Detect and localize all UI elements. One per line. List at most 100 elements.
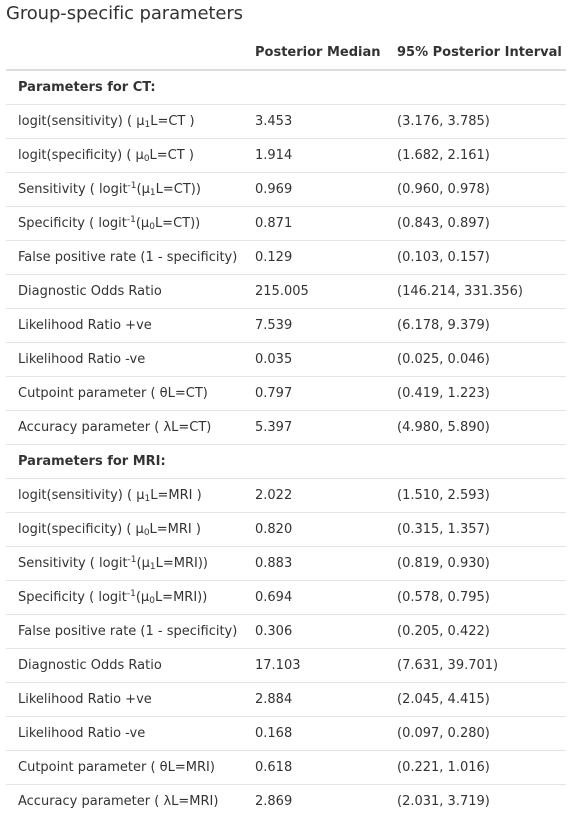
label-part: Accuracy parameter ( λL=MRI)	[18, 794, 219, 809]
posterior-median: 17.103	[255, 648, 397, 683]
parameter-label: Sensitivity ( logit-1(μ1L=CT))	[6, 172, 255, 207]
posterior-interval: (0.419, 1.223)	[397, 376, 566, 411]
empty-cell	[397, 69, 566, 105]
posterior-median: 0.618	[255, 750, 397, 785]
label-part: 0	[149, 222, 155, 232]
parameter-label: Accuracy parameter ( λL=CT)	[6, 410, 255, 445]
label-part: 1	[144, 493, 151, 504]
label-part: 1	[144, 119, 151, 130]
table-row: Likelihood Ratio +ve 7.539 (6.178, 9.379)	[6, 308, 566, 343]
posterior-interval: (2.045, 4.415)	[397, 682, 566, 717]
label-part: Sensitivity ( logit	[18, 182, 128, 197]
posterior-interval: (6.178, 9.379)	[397, 308, 566, 343]
label-part: Likelihood Ratio -ve	[18, 352, 146, 367]
label-part: Diagnostic Odds Ratio	[18, 284, 162, 299]
label-part: False positive rate (1 - specificity)	[18, 250, 238, 265]
label-part: logit(sensitivity) ( μ	[18, 487, 145, 503]
table-row: Specificity ( logit-1(μ0L=CT)) 0.871 (0.84…	[6, 206, 566, 241]
parameter-label: Accuracy parameter ( λL=MRI)	[6, 784, 255, 818]
group-header: Parameters for CT:	[6, 69, 255, 105]
table-row: Specificity ( logit-1(μ0L=MRI)) 0.694 (0.5…	[6, 580, 566, 615]
posterior-median: 0.306	[255, 614, 397, 649]
parameter-label: Cutpoint parameter ( θL=CT)	[6, 376, 255, 411]
label-part: 1	[149, 188, 156, 198]
posterior-median: 0.969	[255, 172, 397, 207]
label-part: L=CT )	[150, 113, 195, 129]
parameter-label: Specificity ( logit-1(μ0L=CT))	[6, 206, 255, 241]
posterior-interval: (0.103, 0.157)	[397, 240, 566, 275]
table-row: Cutpoint parameter ( θL=MRI) 0.618 (0.221,…	[6, 750, 566, 785]
table-row: logit(sensitivity) ( μ1L=CT ) 3.453 (3.176…	[6, 104, 566, 139]
label-part: L=MRI))	[154, 590, 208, 605]
empty-cell	[255, 444, 397, 479]
label-part: logit(sensitivity) ( μ	[18, 113, 145, 129]
parameter-label: Likelihood Ratio -ve	[6, 342, 255, 377]
parameter-label: Sensitivity ( logit-1(μ1L=MRI))	[6, 546, 255, 581]
label-part: 1	[149, 562, 156, 572]
table-row: logit(specificity) ( μ0L=CT ) 1.914 (1.682…	[6, 138, 566, 173]
label-part: logit(specificity) ( μ	[18, 147, 144, 163]
posterior-median: 2.869	[255, 784, 397, 818]
label-part: L=MRI )	[150, 487, 202, 503]
label-part: Likelihood Ratio +ve	[18, 318, 152, 333]
posterior-interval: (0.097, 0.280)	[397, 716, 566, 751]
label-part: L=CT )	[149, 147, 194, 163]
label-part: Specificity ( logit	[18, 216, 127, 231]
posterior-interval: (0.819, 0.930)	[397, 546, 566, 581]
posterior-interval: (1.682, 2.161)	[397, 138, 566, 173]
page-title: Group-specific parameters	[6, 3, 243, 24]
label-part: -1	[127, 555, 137, 565]
posterior-interval: (0.960, 0.978)	[397, 172, 566, 207]
parameter-label: Specificity ( logit-1(μ0L=MRI))	[6, 580, 255, 615]
table-row: logit(specificity) ( μ0L=MRI ) 0.820 (0.31…	[6, 512, 566, 547]
empty-cell	[397, 444, 566, 479]
table-row: Likelihood Ratio -ve 0.035 (0.025, 0.046)	[6, 342, 566, 377]
label-part: L=CT))	[155, 182, 201, 197]
label-part: (μ	[136, 556, 150, 571]
column-header-median: Posterior Median	[255, 36, 397, 71]
posterior-median: 0.883	[255, 546, 397, 581]
parameter-label: False positive rate (1 - specificity)	[6, 240, 255, 275]
parameter-label: Diagnostic Odds Ratio	[6, 274, 255, 309]
posterior-median: 0.694	[255, 580, 397, 615]
parameter-label: Likelihood Ratio +ve	[6, 682, 255, 717]
parameter-label: False positive rate (1 - specificity)	[6, 614, 255, 649]
parameter-label: Cutpoint parameter ( θL=MRI)	[6, 750, 255, 785]
posterior-median: 0.797	[255, 376, 397, 411]
posterior-median: 5.397	[255, 410, 397, 445]
label-part: -1	[127, 181, 137, 191]
posterior-median: 0.820	[255, 512, 397, 547]
label-part: Cutpoint parameter ( θL=MRI)	[18, 760, 215, 775]
posterior-median: 0.035	[255, 342, 397, 377]
label-part: -1	[126, 215, 136, 225]
table-row: Likelihood Ratio +ve 2.884 (2.045, 4.415)	[6, 682, 566, 717]
parameter-label: logit(sensitivity) ( μ1L=MRI )	[6, 478, 255, 513]
group-header-row: Parameters for CT:	[6, 69, 566, 105]
table-row: Accuracy parameter ( λL=CT) 5.397 (4.980, …	[6, 410, 566, 445]
posterior-interval: (3.176, 3.785)	[397, 104, 566, 139]
label-part: -1	[126, 589, 136, 599]
label-part: logit(specificity) ( μ	[18, 521, 144, 537]
posterior-median: 0.168	[255, 716, 397, 751]
label-part: (μ	[136, 182, 150, 197]
parameter-label: Likelihood Ratio -ve	[6, 716, 255, 751]
posterior-median: 7.539	[255, 308, 397, 343]
table-body: Parameters for CT: logit(sensitivity) ( μ…	[6, 69, 566, 818]
label-part: Specificity ( logit	[18, 590, 127, 605]
posterior-interval: (0.221, 1.016)	[397, 750, 566, 785]
posterior-median: 0.129	[255, 240, 397, 275]
label-part: 0	[143, 153, 150, 164]
posterior-median: 2.884	[255, 682, 397, 717]
label-part: (μ	[135, 590, 150, 605]
posterior-median: 3.453	[255, 104, 397, 139]
posterior-interval: (0.843, 0.897)	[397, 206, 566, 241]
table-row: Sensitivity ( logit-1(μ1L=CT)) 0.969 (0.96…	[6, 172, 566, 207]
posterior-interval: (0.315, 1.357)	[397, 512, 566, 547]
label-part: Sensitivity ( logit	[18, 556, 128, 571]
posterior-median: 2.022	[255, 478, 397, 513]
posterior-median: 0.871	[255, 206, 397, 241]
table-row: Diagnostic Odds Ratio 17.103 (7.631, 39.70…	[6, 648, 566, 683]
posterior-interval: (4.980, 5.890)	[397, 410, 566, 445]
parameter-label: logit(specificity) ( μ0L=MRI )	[6, 512, 255, 547]
